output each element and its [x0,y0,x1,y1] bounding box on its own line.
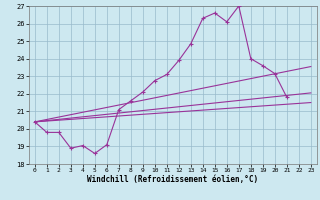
X-axis label: Windchill (Refroidissement éolien,°C): Windchill (Refroidissement éolien,°C) [87,175,258,184]
